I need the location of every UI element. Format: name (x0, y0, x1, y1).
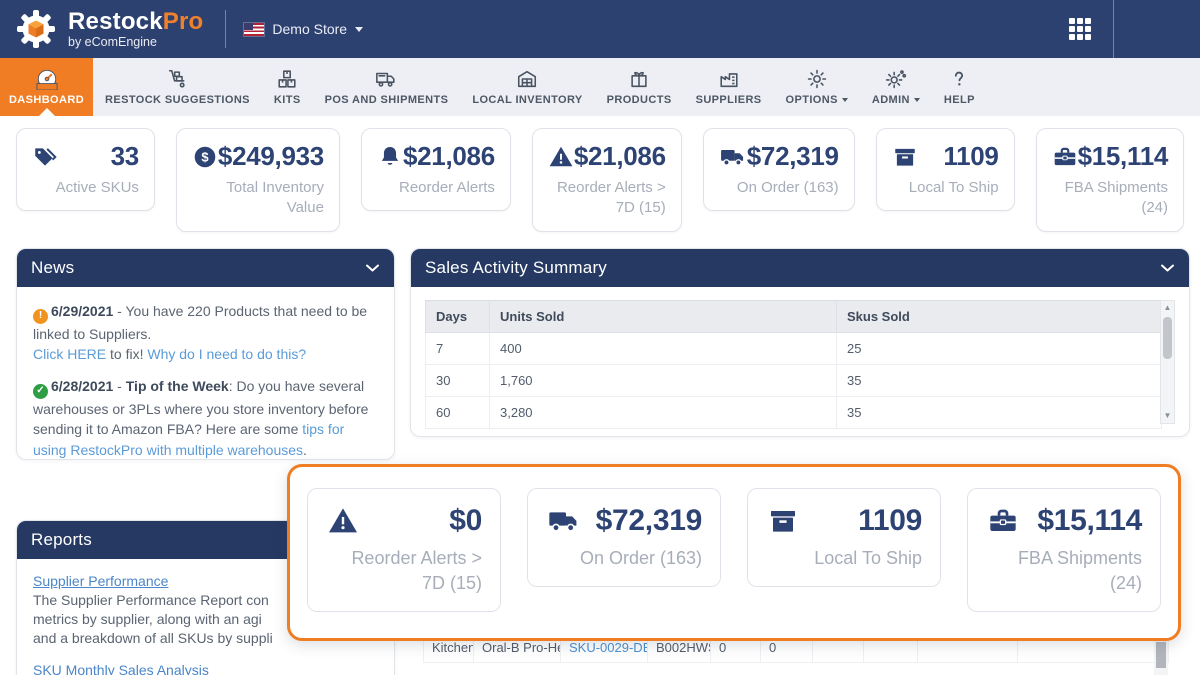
store-selector[interactable]: Demo Store (244, 21, 364, 37)
kpi-card-active-skus[interactable]: 33 Active SKUs (16, 128, 155, 212)
reports-panel-title: Reports (31, 530, 92, 549)
news-panel: News ! 6/29/2021 - You have 220 Products … (16, 248, 395, 460)
news-item: ✓ 6/28/2021 - Tip of the Week: Do you hav… (33, 378, 369, 458)
nav-item-help[interactable]: HELP (932, 58, 987, 116)
tags-icon (35, 147, 57, 166)
check-circle-icon: ✓ (33, 384, 48, 400)
brand-subtitle: by eComEngine (68, 34, 157, 49)
sales-table: Days Units Sold Skus Sold 7 400 25 30 1,… (425, 300, 1162, 429)
report-description-line: The Supplier Performance Report con (33, 591, 269, 608)
overlay-card-local-to-ship[interactable]: 1109 Local To Ship (747, 488, 941, 588)
sales-col-skus-sold: Skus Sold (836, 300, 1162, 333)
sku-link[interactable]: SKU-0029-DEMO (569, 640, 647, 655)
warning-triangle-icon (549, 146, 573, 166)
sales-col-units-sold: Units Sold (489, 300, 837, 333)
nav-item-options[interactable]: OPTIONS (774, 58, 860, 116)
gear-cube-logo-icon (17, 10, 55, 48)
report-description-line: metrics by supplier, along with an agi (33, 610, 262, 627)
store-name: Demo Store (272, 21, 348, 37)
toolbox-icon (990, 509, 1016, 531)
archive-box-icon (771, 511, 795, 532)
chevron-down-icon (355, 26, 364, 32)
warning-triangle-icon (329, 508, 357, 533)
sku-monthly-sales-analysis-link[interactable]: SKU Monthly Sales Analysis (33, 661, 209, 675)
table-row: 30 1,760 35 (425, 364, 1162, 397)
toolbox-icon (1054, 147, 1075, 165)
boxes-icon (278, 70, 296, 88)
apps-grid-icon[interactable] (1069, 18, 1091, 40)
gauge-icon (35, 69, 58, 90)
kpi-card-reorder-alerts[interactable]: $21,086 Reorder Alerts (360, 128, 511, 212)
dollar-circle-icon: $ (194, 146, 216, 167)
report-description-line: and a breakdown of all SKUs by suppli (33, 629, 273, 646)
factory-icon (719, 73, 738, 88)
supplier-performance-link[interactable]: Supplier Performance (33, 573, 169, 589)
why-do-i-need-link[interactable]: Why do I need to do this? (147, 346, 307, 363)
table-row: 7 400 25 (425, 332, 1162, 365)
nav-item-local-inventory[interactable]: LOCAL INVENTORY (460, 58, 594, 116)
top-bar: RestockPro by eComEngine Demo Store (0, 0, 1200, 58)
truck-icon (376, 72, 396, 87)
question-icon (955, 71, 964, 86)
sales-panel-title: Sales Activity Summary (425, 258, 608, 277)
overlay-card-reorder-alerts-7d[interactable]: $0 Reorder Alerts > 7D (15) (307, 488, 501, 613)
alert-circle-icon: ! (33, 308, 48, 324)
warehouse-icon (518, 70, 537, 88)
scrollbar-thumb[interactable] (1163, 317, 1172, 359)
kpi-card-row: 33 Active SKUs $ $249,933 Total Inventor… (16, 128, 1185, 232)
delivery-truck-icon (549, 512, 577, 532)
sales-activity-panel: Sales Activity Summary Days Units Sold S… (410, 248, 1190, 437)
nav-item-suppliers[interactable]: SUPPLIERS (684, 58, 774, 116)
scrollbar-thumb[interactable] (1156, 642, 1166, 668)
kpi-card-local-to-ship[interactable]: 1109 Local To Ship (875, 128, 1015, 212)
sales-col-days: Days (425, 300, 490, 333)
table-row: 60 3,280 35 (425, 396, 1162, 429)
scroll-up-icon[interactable]: ▲ (1163, 303, 1172, 312)
nav-item-products[interactable]: PRODUCTS (595, 58, 684, 116)
nav-item-restock-suggestions[interactable]: RESTOCK SUGGESTIONS (93, 58, 262, 116)
topbar-divider (225, 10, 227, 48)
main-nav: DASHBOARD RESTOCK SUGGESTIONS KITS POS A… (0, 58, 1200, 116)
chevron-down-icon (841, 98, 848, 102)
news-panel-title: News (31, 258, 75, 277)
nav-item-admin[interactable]: ADMIN (860, 58, 932, 116)
app-logo[interactable]: RestockPro by eComEngine (0, 7, 203, 51)
news-item: ! 6/29/2021 - You have 220 Products that … (33, 303, 368, 363)
bell-icon (381, 146, 399, 165)
kpi-card-fba-shipments[interactable]: $15,114 FBA Shipments (24) (1035, 128, 1185, 232)
svg-text:$: $ (201, 149, 209, 164)
news-collapse-chevron-icon[interactable] (365, 263, 380, 273)
scroll-down-icon[interactable]: ▼ (1163, 411, 1172, 420)
overlay-card-fba-shipments[interactable]: $15,114 FBA Shipments (24) (967, 488, 1161, 613)
topbar-divider-right (1113, 0, 1114, 58)
sales-scrollbar[interactable]: ▲ ▼ (1160, 300, 1175, 424)
archive-box-icon (894, 148, 915, 166)
kpi-card-total-inventory-value[interactable]: $ $249,933 Total Inventory Value (175, 128, 340, 232)
nav-item-pos-and-shipments[interactable]: POS AND SHIPMENTS (313, 58, 461, 116)
nav-item-kits[interactable]: KITS (262, 58, 313, 116)
brand-name: RestockPro (68, 7, 204, 35)
sales-collapse-chevron-icon[interactable] (1160, 263, 1175, 273)
kpi-card-on-order[interactable]: $72,319 On Order (163) (702, 128, 855, 212)
dolly-icon (169, 69, 186, 88)
us-flag-icon (244, 22, 265, 36)
gears-icon (885, 70, 907, 89)
multiple-warehouses-tips-link[interactable]: tips for using RestockPro with multiple … (33, 421, 345, 458)
gear-icon (807, 69, 826, 89)
overlay-card-on-order[interactable]: $72,319 On Order (163) (527, 488, 721, 588)
delivery-truck-icon (720, 149, 743, 166)
nav-item-dashboard[interactable]: DASHBOARD (0, 58, 93, 116)
highlighted-kpi-overlay: $0 Reorder Alerts > 7D (15) $72,319 On O… (287, 464, 1181, 641)
gift-icon (631, 71, 647, 88)
chevron-down-icon (913, 98, 920, 102)
kpi-card-reorder-alerts-7d[interactable]: $21,086 Reorder Alerts > 7D (15) (531, 128, 682, 232)
click-here-link[interactable]: Click HERE (33, 346, 107, 363)
